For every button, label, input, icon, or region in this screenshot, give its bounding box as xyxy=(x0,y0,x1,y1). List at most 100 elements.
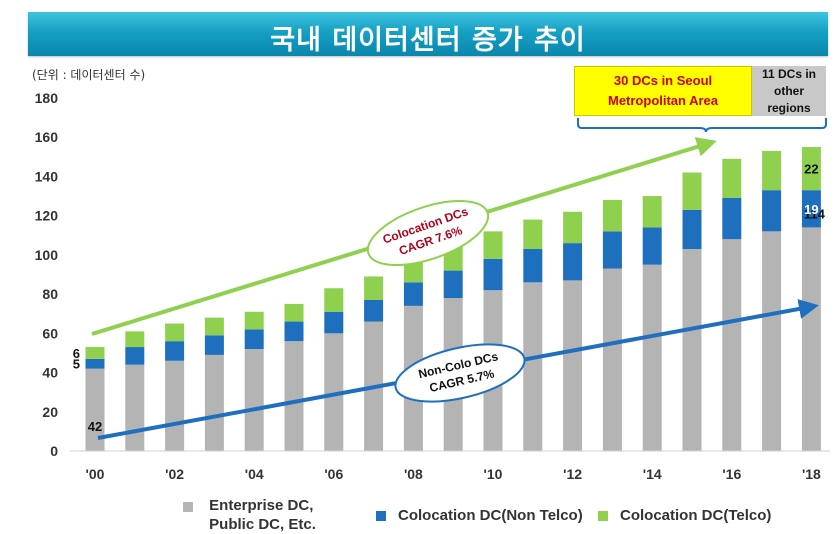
noncolo-cagr-ellipse xyxy=(394,343,526,403)
bar-segment-enterprise xyxy=(125,364,145,451)
x-tick-label: '06 xyxy=(324,466,343,482)
legend-swatch-non-telco xyxy=(376,511,386,522)
y-tick-label: 140 xyxy=(35,168,59,184)
bar-segment-colo_non_telco xyxy=(602,231,622,269)
bar-segment-colo_non_telco xyxy=(125,347,145,365)
y-tick-label: 60 xyxy=(42,325,58,341)
legend-enterprise: Enterprise DC, Public DC, Etc. xyxy=(183,497,316,534)
legend-non-telco: Colocation DC(Non Telco) xyxy=(376,507,583,524)
bar-segment-enterprise xyxy=(204,354,224,451)
bar-segment-enterprise xyxy=(642,264,662,451)
bar-segment-colo_non_telco xyxy=(642,227,662,265)
bar-segment-colo_telco xyxy=(244,311,264,330)
other-regions-callout: 11 DCs in other regions xyxy=(752,66,826,116)
callout-bracket xyxy=(577,118,827,133)
bar-segment-colo_non_telco xyxy=(443,270,463,299)
bar-segment-enterprise xyxy=(244,349,264,451)
x-tick-label: '16 xyxy=(722,466,741,482)
bar-segment-colo_non_telco xyxy=(85,358,105,369)
x-tick-label: '02 xyxy=(165,466,184,482)
bar-segment-colo_non_telco xyxy=(722,198,742,240)
y-tick-label: 180 xyxy=(35,90,59,106)
data-label-first-telco: 6 xyxy=(73,346,80,361)
bar-segment-enterprise xyxy=(563,280,583,451)
bar-segment-colo_telco xyxy=(642,196,662,228)
bar-segment-enterprise xyxy=(284,341,304,451)
bar-segment-enterprise xyxy=(165,360,185,451)
bar-segment-colo_telco xyxy=(364,276,384,300)
bar-segment-colo_non_telco xyxy=(563,243,583,281)
bar-segment-colo_non_telco xyxy=(483,258,503,291)
bar-segment-enterprise xyxy=(324,333,344,451)
data-label-last-telco: 22 xyxy=(804,162,818,177)
bar-segment-colo_telco xyxy=(523,219,543,250)
other-callout-line1: 11 DCs in xyxy=(761,67,817,81)
bar-segment-colo_telco xyxy=(284,303,304,322)
other-callout-line2: other xyxy=(774,84,804,98)
y-tick-label: 40 xyxy=(42,365,58,381)
bar-segment-colo_non_telco xyxy=(364,299,384,322)
x-tick-label: '04 xyxy=(245,466,264,482)
legend-swatch-telco xyxy=(598,511,608,522)
y-tick-label: 160 xyxy=(35,129,59,145)
bar-segment-colo_non_telco xyxy=(165,341,185,361)
chart-title-bar: 국내 데이터센터 증가 추이 xyxy=(28,12,828,56)
bar-segment-enterprise xyxy=(523,282,543,451)
bar-segment-colo_telco xyxy=(165,323,185,342)
bar-segment-enterprise xyxy=(762,231,782,451)
legend-non-telco-label: Colocation DC(Non Telco) xyxy=(398,507,583,524)
legend-enterprise-line1: Enterprise DC, xyxy=(209,497,314,514)
bar-segment-enterprise xyxy=(722,239,742,451)
y-tick-label: 20 xyxy=(42,404,58,420)
bar-segment-enterprise xyxy=(85,368,105,451)
y-tick-label: 100 xyxy=(35,247,59,263)
legend-enterprise-line2: Public DC, Etc. xyxy=(209,516,316,533)
legend-telco-label: Colocation DC(Telco) xyxy=(620,507,772,524)
data-label-first-enterprise: 42 xyxy=(88,419,102,434)
x-tick-label: '10 xyxy=(484,466,503,482)
x-tick-label: '12 xyxy=(563,466,582,482)
bar-segment-colo_telco xyxy=(324,288,344,312)
bar-segment-colo_telco xyxy=(483,231,503,259)
x-tick-label: '18 xyxy=(802,466,821,482)
bar-segment-colo_non_telco xyxy=(284,321,304,342)
bar-segment-colo_telco xyxy=(204,317,224,336)
bar-segment-colo_telco xyxy=(602,199,622,232)
seoul-callout: 30 DCs in Seoul Metropolitan Area xyxy=(574,66,752,116)
y-tick-label: 0 xyxy=(50,443,58,459)
y-tick-label: 80 xyxy=(42,286,58,302)
bar-segment-colo_telco xyxy=(722,158,742,199)
unit-label: (단위 : 데이터센터 수) xyxy=(32,68,146,82)
bar-segment-colo_telco xyxy=(682,172,702,210)
bar-segment-enterprise xyxy=(801,227,821,451)
other-callout-line3: regions xyxy=(767,101,811,115)
data-label-last-enterprise: 114 xyxy=(804,206,826,221)
bar-segment-colo_non_telco xyxy=(682,209,702,250)
bar-segment-colo_non_telco xyxy=(324,311,344,334)
bar-segment-colo_telco xyxy=(563,211,583,244)
legend-swatch-enterprise xyxy=(183,502,193,513)
colo-cagr-ellipse xyxy=(366,199,490,267)
bar-segment-colo_telco xyxy=(125,331,145,348)
bar-segment-colo_non_telco xyxy=(762,190,782,232)
bar-segment-colo_telco xyxy=(762,150,782,191)
bar-segment-colo_non_telco xyxy=(244,329,264,350)
x-tick-label: '08 xyxy=(404,466,423,482)
data-label-first-non-telco: 5 xyxy=(73,357,80,372)
bar-segment-colo_telco xyxy=(801,147,821,191)
data-label-last-non-telco: 19 xyxy=(804,202,818,217)
bar-segment-enterprise xyxy=(682,249,702,451)
chart-title: 국내 데이터센터 증가 추이 xyxy=(270,25,586,56)
x-tick-label: '14 xyxy=(643,466,662,482)
x-tick-label: '00 xyxy=(86,466,105,482)
bar-segment-enterprise xyxy=(602,268,622,451)
bar-segment-colo_non_telco xyxy=(523,249,543,283)
bar-segment-colo_non_telco xyxy=(403,282,423,306)
bar-segment-colo_telco xyxy=(85,347,105,359)
seoul-callout-line2: Metropolitan Area xyxy=(607,93,719,108)
legend-telco: Colocation DC(Telco) xyxy=(598,507,771,524)
bar-segment-colo_non_telco xyxy=(801,190,821,228)
y-tick-label: 120 xyxy=(35,208,59,224)
